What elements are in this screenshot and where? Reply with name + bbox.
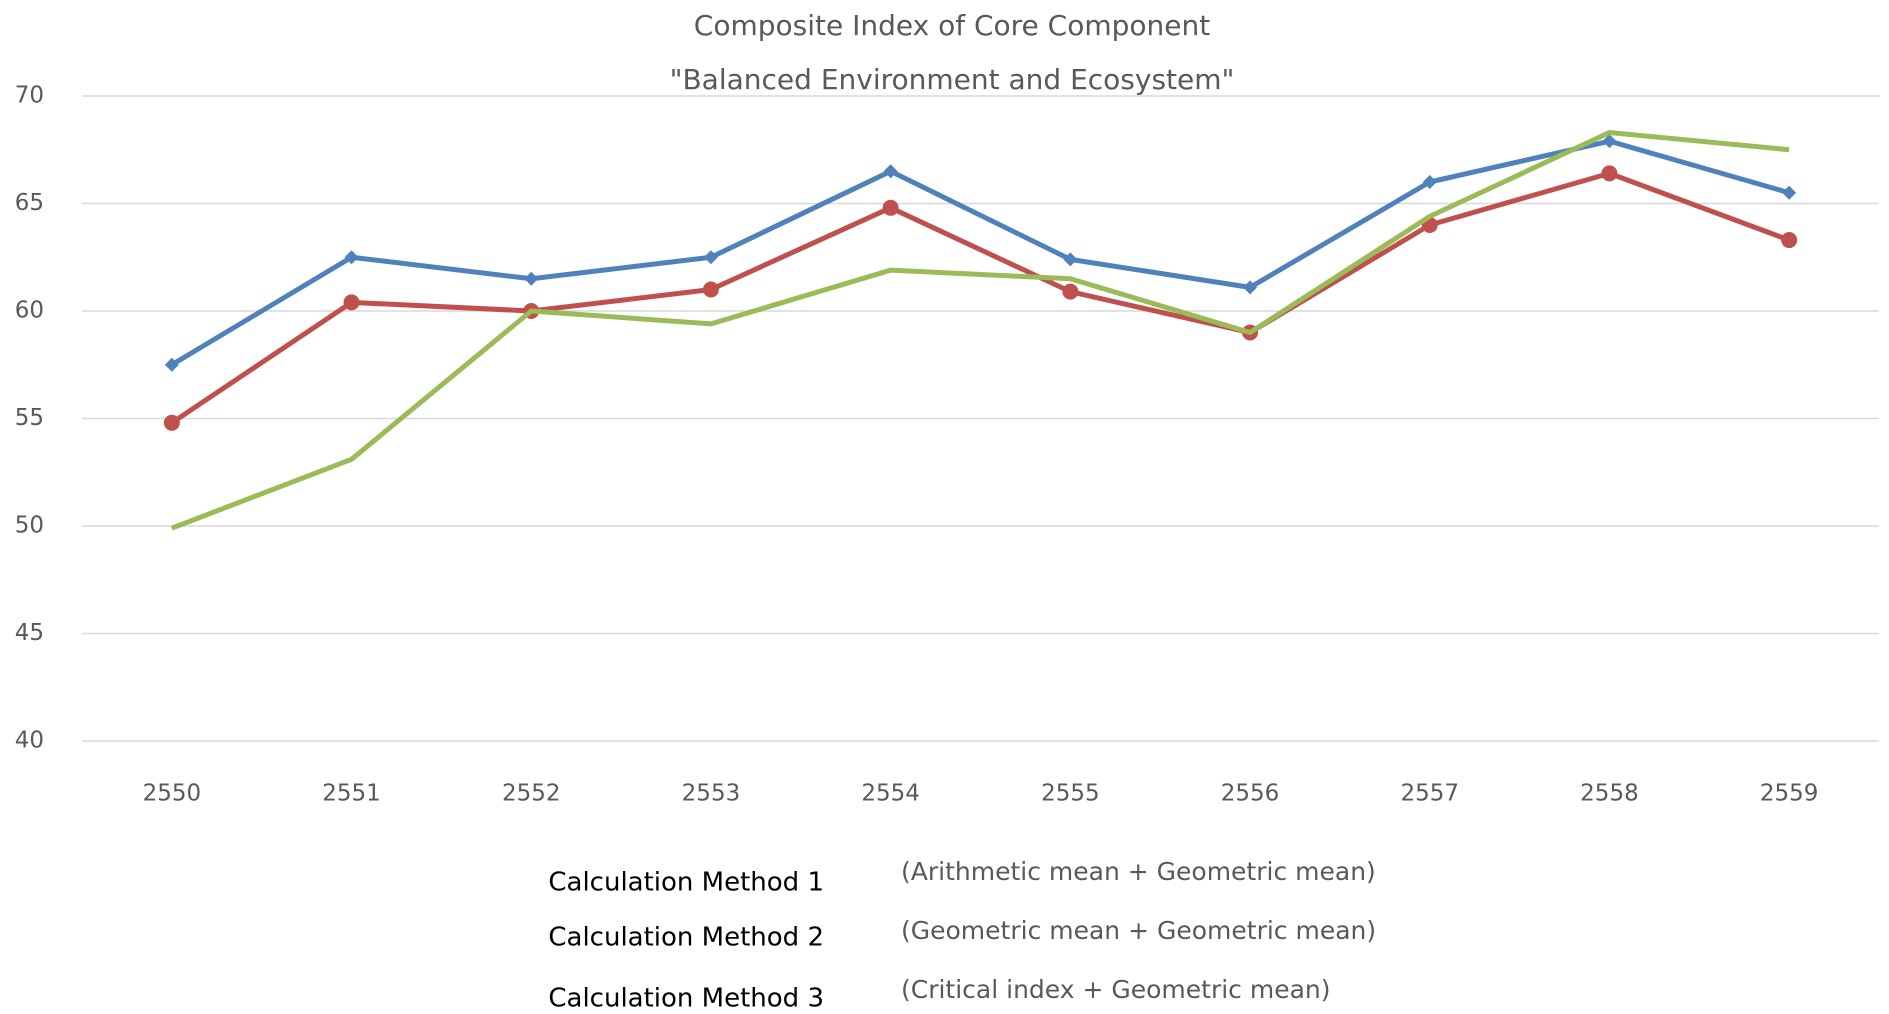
point — [703, 250, 718, 265]
point — [883, 164, 898, 179]
y-tick-label: 65 — [15, 190, 44, 216]
point — [1243, 280, 1258, 295]
point — [1602, 134, 1617, 149]
point — [524, 271, 539, 286]
x-tick-label: 2550 — [143, 781, 202, 807]
point — [1062, 283, 1079, 300]
y-tick-label: 45 — [15, 620, 44, 646]
x-tick-label: 2554 — [861, 781, 920, 807]
series-line — [170, 130, 1790, 531]
y-tick-label: 60 — [15, 298, 44, 324]
x-tick-label: 2558 — [1580, 781, 1639, 807]
x-tick-label: 2555 — [1041, 781, 1100, 807]
point — [164, 357, 179, 372]
series-line — [170, 170, 1791, 425]
y-tick-label: 55 — [15, 405, 44, 431]
point — [882, 199, 899, 216]
point — [163, 414, 180, 431]
y-tick-label: 70 — [15, 83, 44, 109]
point — [1601, 165, 1618, 182]
point — [1782, 185, 1797, 200]
chart-subtitle: "Balanced Environment and Ecosystem" — [670, 63, 1235, 96]
legend-description: (Arithmetic mean + Geometric mean) — [901, 857, 1376, 886]
legend-label: Calculation Method 2 — [548, 923, 824, 953]
legend-label: Calculation Method 3 — [548, 984, 824, 1014]
x-tick-label: 2552 — [502, 781, 561, 807]
series-line — [170, 138, 1790, 367]
point — [344, 250, 359, 265]
x-tick-label: 2559 — [1760, 781, 1819, 807]
y-tick-label: 40 — [15, 728, 44, 754]
point — [1422, 175, 1437, 189]
chart-title: Composite Index of Core Component — [694, 9, 1210, 42]
point — [1063, 252, 1078, 267]
legend-description: (Geometric mean + Geometric mean) — [901, 916, 1376, 945]
point — [343, 294, 360, 311]
x-tick-label: 2557 — [1400, 781, 1459, 807]
point — [702, 281, 719, 298]
legend-description: (Critical index + Geometric mean) — [901, 975, 1331, 1004]
x-tick-label: 2551 — [322, 781, 381, 807]
legend-label: Calculation Method 1 — [548, 868, 824, 898]
x-tick-label: 2553 — [682, 781, 741, 807]
y-tick-label: 50 — [15, 513, 44, 539]
point — [1781, 232, 1798, 249]
x-tick-label: 2556 — [1221, 781, 1280, 807]
